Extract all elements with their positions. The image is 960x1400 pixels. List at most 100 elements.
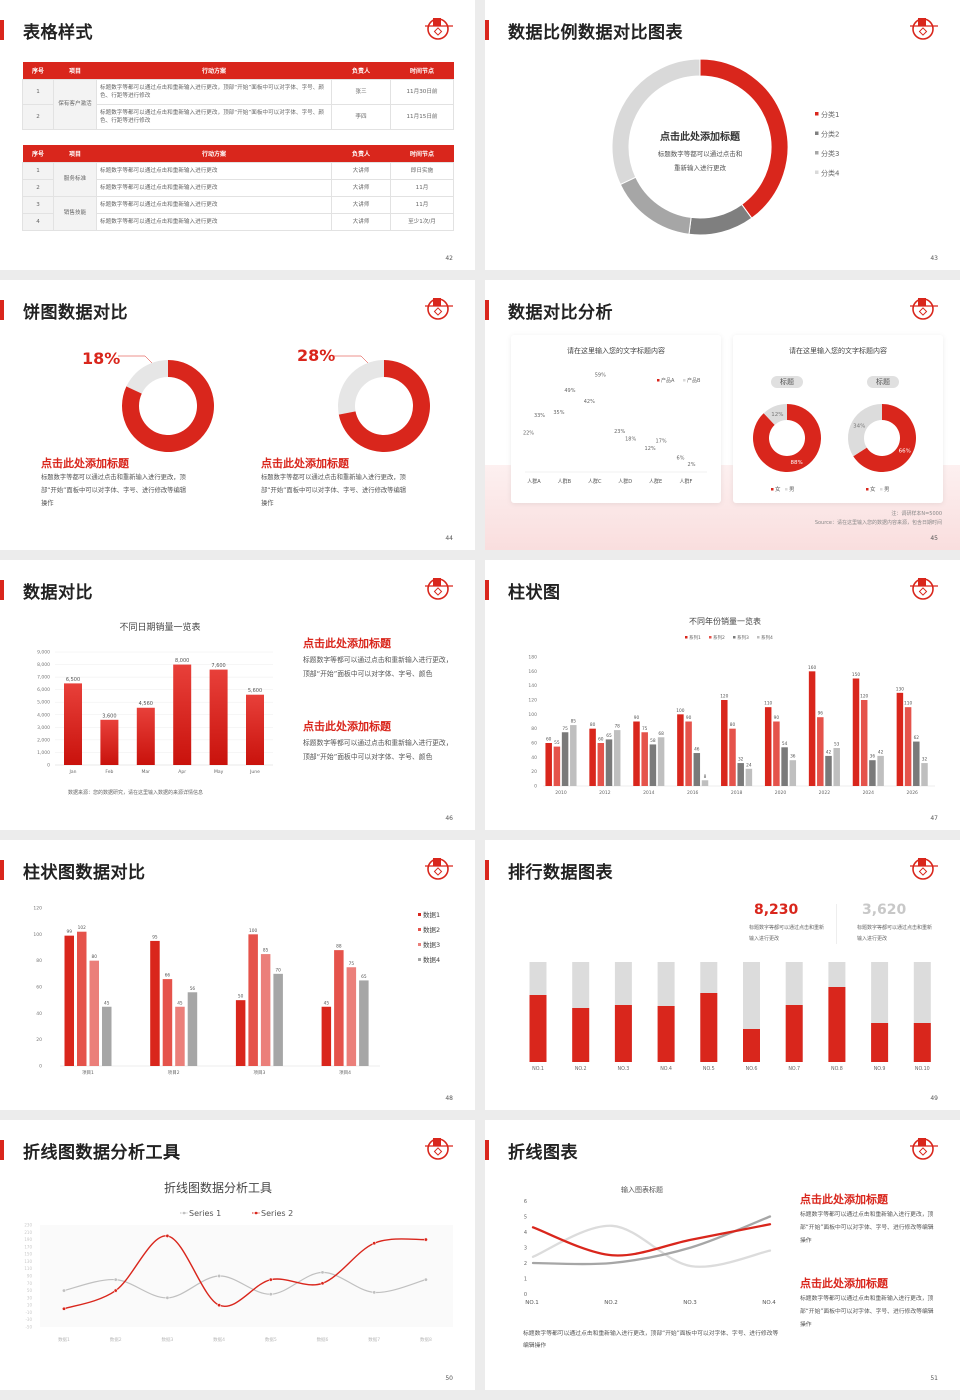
bar-value-label: 53 — [834, 742, 840, 748]
bar-系列4 — [570, 725, 577, 786]
column-header: 行动方案 — [96, 145, 332, 162]
bar-value-label: 130 — [896, 686, 904, 692]
bar-value-label: 95 — [152, 934, 158, 940]
x-tick-label: 数据8 — [420, 1336, 432, 1343]
percent-label: 28% — [297, 346, 336, 365]
legend-label: 系列2 — [713, 634, 725, 641]
y-tick-label: 30 — [27, 1295, 33, 1300]
legend-label: 分类1 — [821, 110, 839, 119]
legend-swatch — [866, 488, 869, 491]
slide-47[interactable]: 柱状图 不同年份销量一览表 0 20 40 60 80 100 120 140 160 180 60… — [485, 560, 960, 830]
table-cell: 大讲师 — [331, 161, 391, 180]
logo-block — [433, 578, 441, 586]
project-bar-chart: 0 20 40 60 80 100 120 99 102 80 45 项目1 95 66 45 56 项目2 50… — [33, 906, 440, 1077]
bar-value-label: 85 — [571, 719, 577, 725]
bar-系列1 — [852, 678, 860, 786]
bar-value-label: 100 — [676, 708, 684, 714]
bar — [136, 707, 155, 765]
data-point — [62, 1306, 66, 1311]
x-tick-label: 数据1 — [58, 1336, 70, 1343]
y-tick-label: 80 — [36, 958, 42, 964]
bar-系列3 — [605, 739, 613, 786]
data-point — [423, 1277, 428, 1282]
table-cell: 3 — [22, 195, 54, 214]
donut-slice — [611, 58, 701, 186]
bar-value-label: 150 — [852, 672, 860, 678]
donut-slice — [763, 404, 787, 425]
slice-value-label: 88% — [790, 460, 802, 466]
logo-diamond — [433, 307, 443, 316]
series-line-2 — [531, 1215, 772, 1266]
x-tick-label: 项目1 — [82, 1070, 94, 1076]
bar-value-label: 24 — [746, 762, 752, 768]
slide-51[interactable]: 折线图表 输入图表标题 0 1 2 3 4 5 6 NO.1 NO.2 NO.3 NO.4 标题数字… — [485, 1120, 960, 1390]
table-cell: 大讲师 — [331, 178, 391, 197]
bar-系列4 — [701, 780, 709, 786]
item-heading: 点击此处添加标题 — [261, 457, 349, 470]
x-tick-label: 人群E — [649, 478, 662, 485]
bar-系列2 — [817, 717, 824, 786]
logo-diamond — [433, 1147, 443, 1156]
y-tick-label: -50 — [25, 1325, 32, 1330]
legend-label: Series 2 — [261, 1209, 293, 1218]
bar-value-label: 36 — [870, 754, 876, 760]
data-point — [217, 1274, 222, 1278]
bar-系列3 — [561, 732, 569, 786]
page-number: 47 — [930, 815, 938, 822]
slide-49[interactable]: 排行数据图表 8,230 标题数字等都可以通过点击和重新输入进行更改 3,620… — [485, 840, 960, 1110]
x-tick-label: 人群F — [680, 478, 693, 485]
table-row: 4 标题数字等都可以通过点击和重新输入进行更改 大讲师 至少1次/月 — [22, 212, 454, 231]
slide-46[interactable]: 数据对比 不同日期销量一览表 0 1,000 2,000 3,000 4,000 5,00… — [0, 560, 475, 830]
bar-value-label: 5,600 — [248, 688, 262, 694]
bar-系列2 — [641, 732, 648, 786]
table-cell: 标题数字等都可以通过点击和重新输入进行更改，顶部“开始”面板中可以对字体、字号、… — [96, 103, 332, 130]
card-title: 请在这里输入您的文字标题内容 — [567, 347, 665, 355]
bar-系列4 — [745, 768, 753, 786]
data-point — [217, 1303, 222, 1308]
slide-title: 柱状图数据对比 — [23, 863, 146, 883]
bar-value-label: 49% — [564, 388, 575, 394]
slide-44[interactable]: 饼图数据对比 18% 点击此处添加标题 标题数字等都可以通过点击和重新输入进行更… — [0, 280, 475, 550]
page-number: 42 — [445, 255, 453, 262]
slide-48[interactable]: 柱状图数据对比 0 20 40 60 80 100 120 99 102 80 45 项目1 95 66 4… — [0, 840, 475, 1110]
bar-value-label: 75 — [349, 961, 355, 967]
x-tick-label: NO.2 — [604, 1300, 617, 1306]
bar-value-label: 12% — [645, 446, 656, 452]
slide-45[interactable]: 数据对比分析 请在这里输入您的文字标题内容 请在这里输入您的文字标题内容 标题 … — [485, 280, 960, 550]
x-tick-label: 数据7 — [368, 1336, 380, 1343]
legend-label: Series 1 — [189, 1209, 221, 1218]
legend-swatch — [685, 636, 688, 639]
chart-title: 不同日期销量一览表 — [119, 623, 201, 633]
x-tick-label: 2018 — [731, 790, 743, 796]
legend-swatch — [733, 636, 736, 639]
legend-label: 分类4 — [821, 169, 840, 178]
donut-center-desc: 重新输入进行更改 — [674, 164, 726, 172]
slide-43[interactable]: 数据比例数据对比图表 分类1 分类2 分类3 分类4 点击此处添加标题 标题数字等都可… — [485, 0, 960, 270]
x-tick-label: NO.8 — [831, 1066, 843, 1072]
legend-marker — [254, 1211, 258, 1215]
table-cell: 标题数字等都可以通过点击和重新输入进行更改 — [96, 178, 332, 197]
bar-value-label: 42% — [584, 399, 595, 405]
sample-note: 注：调研样本N=5000 — [891, 511, 942, 517]
action-plan-table-1: 序号 项目 行动方案 负责人 时间节点 1 保有客户激活 标题数字等都可以通过点击和重新输入进… — [22, 62, 454, 130]
bar-系列2 — [860, 700, 868, 786]
table-cell: 11月 — [390, 178, 454, 197]
item-heading: 点击此处添加标题 — [41, 457, 129, 470]
x-tick-label: 项目2 — [168, 1070, 180, 1076]
block-body: 标题数字等都可以通过点击和重新输入进行更改，顶部“开始”面板中可以对字体、字号、… — [303, 739, 453, 761]
slide-title: 饼图数据对比 — [23, 303, 128, 323]
slide-50[interactable]: 折线图数据分析工具 折线图数据分析工具 230 210 190 170 150 130 11… — [0, 1120, 475, 1390]
rank-bar-fill — [529, 995, 547, 1062]
rank-bar-fill — [700, 993, 718, 1062]
logo-diamond — [918, 867, 928, 876]
bar-value-label: 100 — [249, 928, 257, 934]
logo-block — [433, 1138, 441, 1146]
data-point — [423, 1237, 428, 1242]
slide-42[interactable]: 表格样式 序号 项目 行动方案 负责人 时间节点 1 保有客户激活 标题数字等都可以通过点击和… — [0, 0, 475, 270]
logo-icon — [910, 858, 938, 880]
x-tick-label: 数据5 — [265, 1336, 277, 1343]
bar-value-label: 85 — [263, 948, 269, 954]
bar-value-label: 6,500 — [66, 677, 80, 683]
bar — [64, 683, 82, 765]
logo-block — [918, 578, 926, 586]
